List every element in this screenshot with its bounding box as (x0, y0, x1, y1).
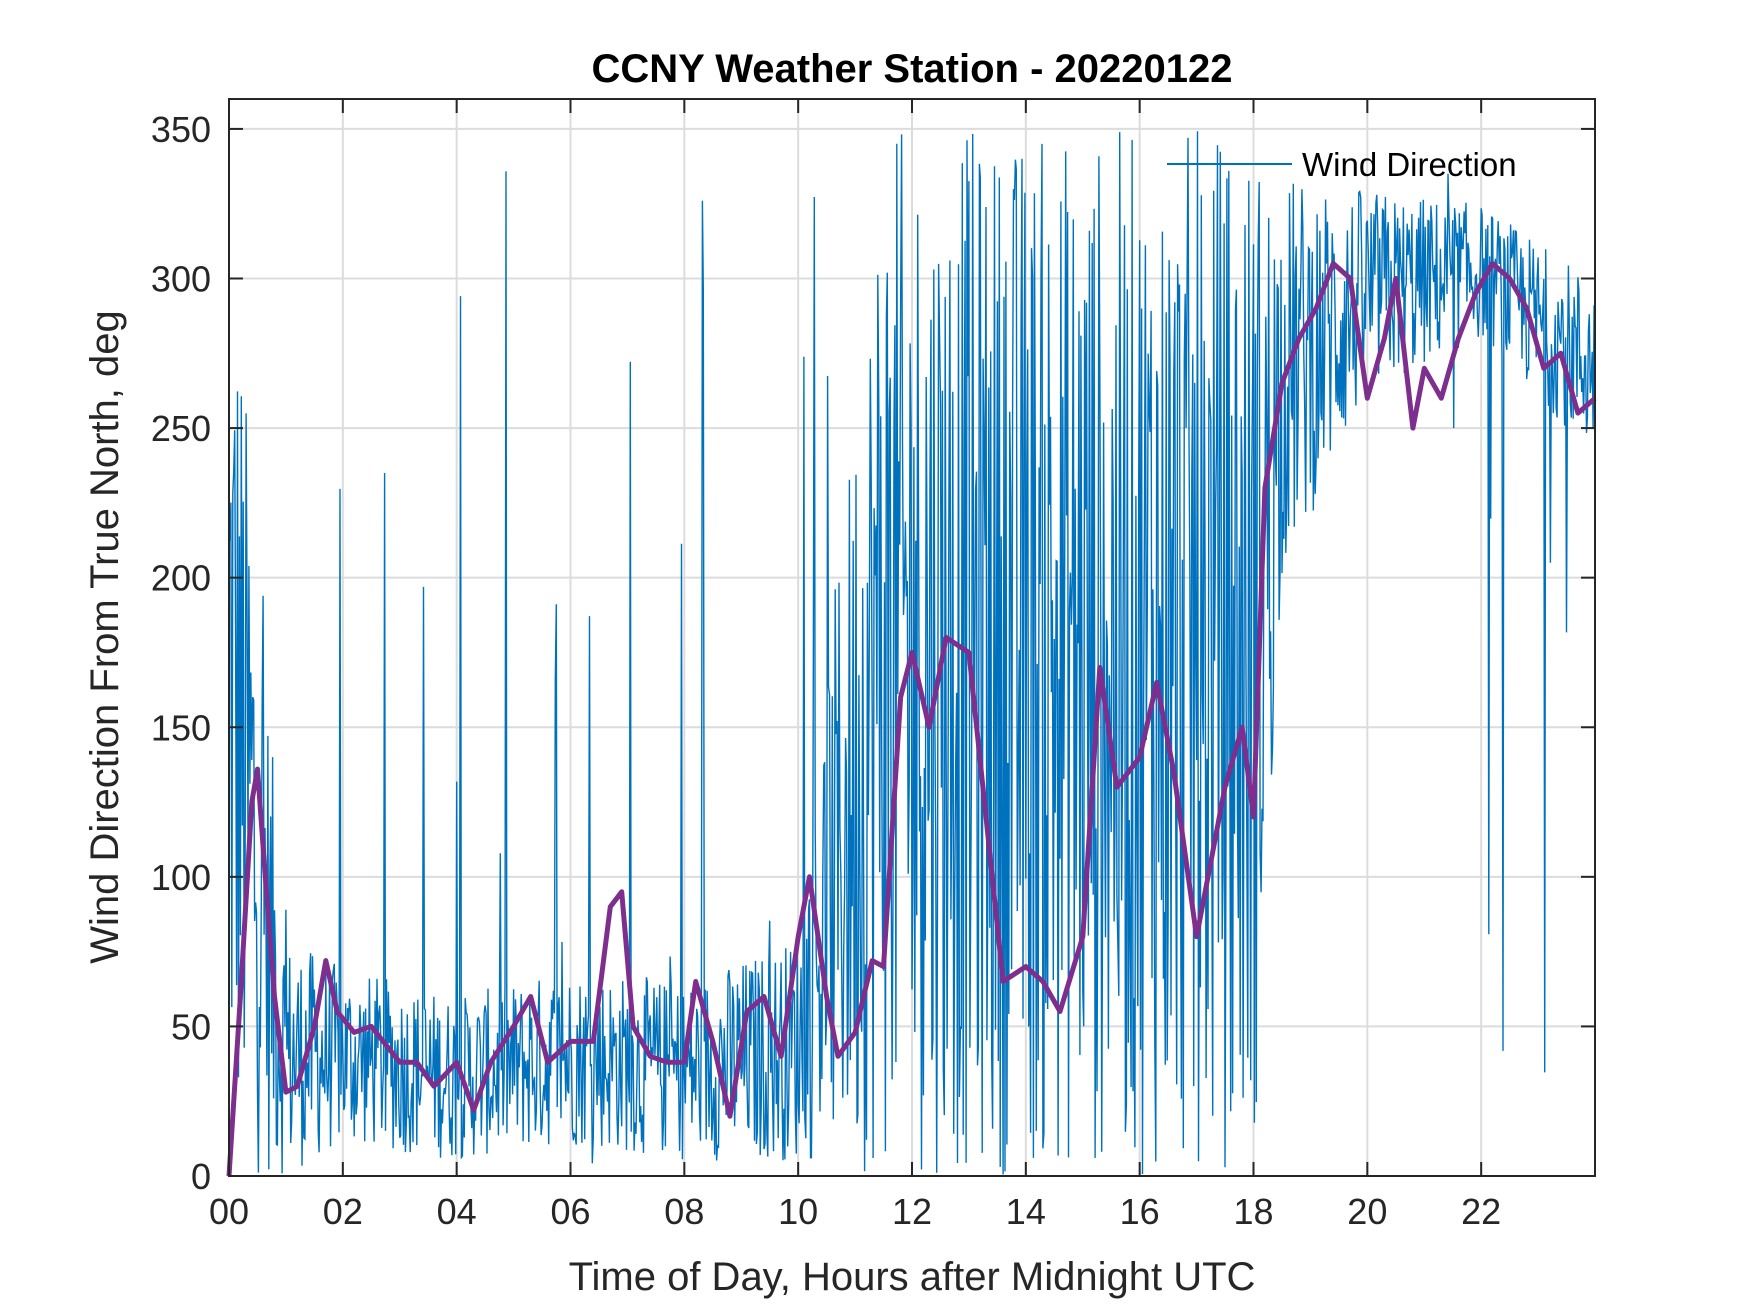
x-tick-label: 16 (1120, 1191, 1160, 1232)
x-tick-label: 02 (323, 1191, 363, 1232)
x-axis-label: Time of Day, Hours after Midnight UTC (569, 1255, 1256, 1299)
x-tick-label: 22 (1461, 1191, 1501, 1232)
smoothed-wind-direction-line (226, 261, 1597, 1177)
y-tick-label: 350 (151, 109, 211, 150)
chart-title: CCNY Weather Station - 20220122 (592, 47, 1233, 91)
y-tick-label: 150 (151, 707, 211, 748)
x-tick-label: 18 (1233, 1191, 1273, 1232)
smoothed-wind-direction-series (226, 261, 1597, 1177)
y-tick-label: 200 (151, 558, 211, 599)
x-tick-label: 14 (1006, 1191, 1046, 1232)
wind-direction-series (228, 131, 1596, 1175)
y-tick-label: 50 (171, 1006, 211, 1047)
x-tick-label: 10 (778, 1191, 818, 1232)
legend-entry-wind-direction: Wind Direction (1302, 146, 1517, 183)
y-tick-label: 100 (151, 857, 211, 898)
x-tick-label: 04 (437, 1191, 477, 1232)
x-tick-label: 06 (550, 1191, 590, 1232)
x-tick-label: 00 (209, 1191, 249, 1232)
wind-direction-line (228, 131, 1596, 1175)
axis-ticks (228, 99, 1595, 1177)
y-tick-label: 250 (151, 408, 211, 449)
x-tick-label: 08 (664, 1191, 704, 1232)
legend: Wind Direction (1167, 146, 1517, 183)
y-axis-label: Wind Direction From True North, deg (83, 310, 127, 964)
x-tick-label: 20 (1347, 1191, 1387, 1232)
y-tick-label: 300 (151, 259, 211, 300)
y-tick-label: 0 (191, 1156, 211, 1197)
x-tick-label: 12 (892, 1191, 932, 1232)
